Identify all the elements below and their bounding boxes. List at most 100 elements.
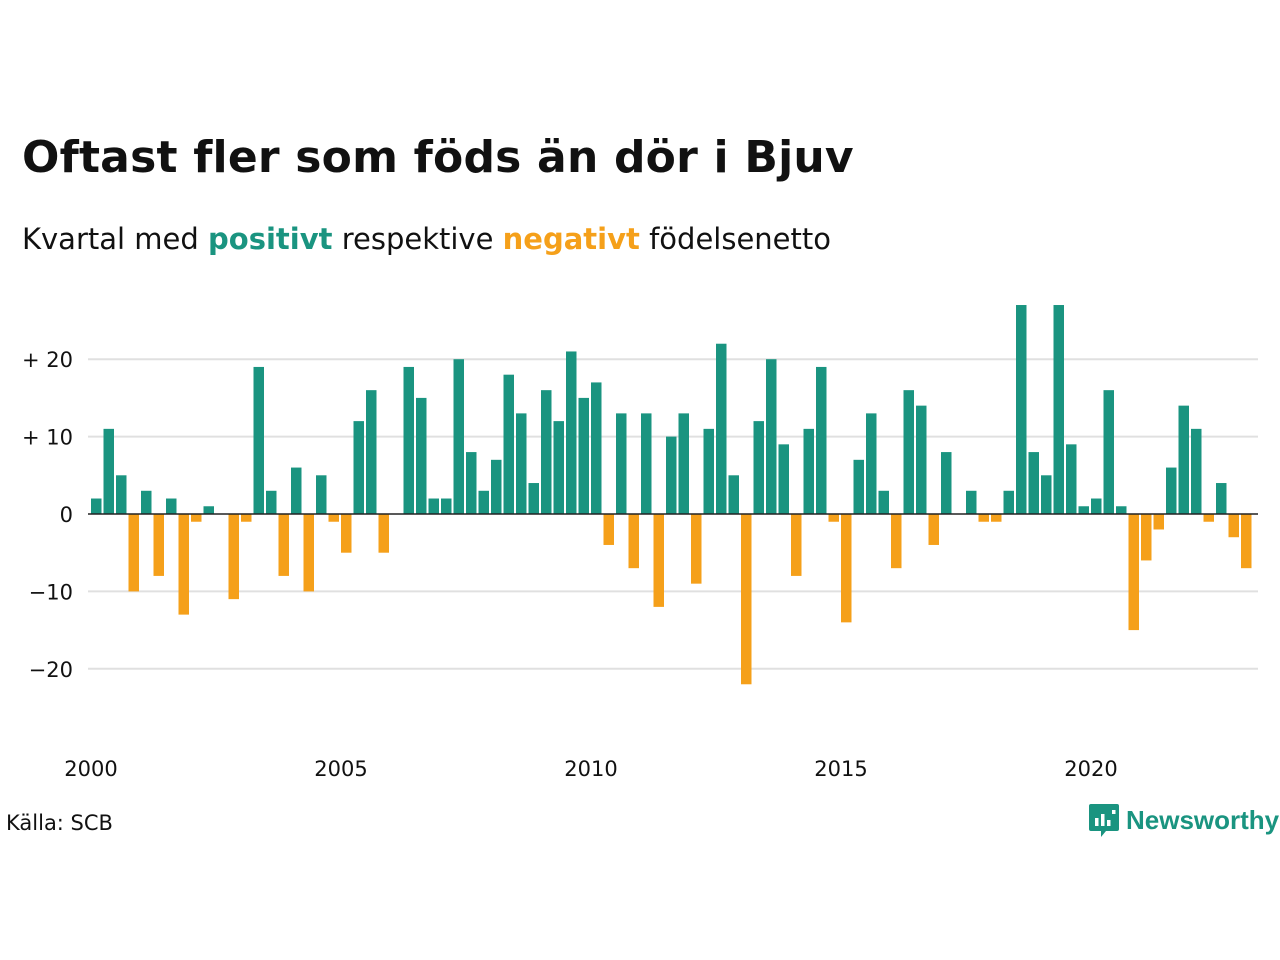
bar-positive [416, 397, 427, 514]
bar-positive [641, 413, 652, 514]
bar-positive [403, 366, 414, 514]
subtitle-middle: respektive [332, 222, 503, 256]
bar-positive [453, 359, 464, 514]
bar-positive [816, 366, 827, 514]
x-tick-label: 2010 [564, 757, 617, 781]
y-tick-label: −10 [29, 580, 73, 604]
bar-positive [1028, 452, 1039, 514]
x-tick-label: 2020 [1064, 757, 1117, 781]
subtitle-prefix: Kvartal med [22, 222, 209, 256]
bar-positive [166, 498, 177, 514]
source-note: Källa: SCB [6, 811, 113, 835]
y-tick-label: + 20 [22, 348, 73, 372]
bar-positive [91, 498, 102, 514]
bar-positive [428, 498, 439, 514]
bar-negative [241, 514, 252, 522]
bar-positive [1216, 483, 1227, 514]
bar-positive [553, 421, 564, 514]
bar-positive [666, 436, 677, 514]
bar-positive [1066, 444, 1077, 514]
bar-positive [941, 452, 952, 514]
bar-positive [1103, 390, 1114, 514]
bar-negative [378, 514, 389, 553]
subtitle-positive-keyword: positivt [208, 222, 333, 256]
chart-subtitle: Kvartal med positivt respektive negativt… [22, 222, 831, 256]
bar-positive [566, 351, 577, 514]
bar-negative [978, 514, 989, 522]
bar-negative [603, 514, 614, 545]
bar-negative [341, 514, 352, 553]
bar-positive [528, 483, 539, 514]
subtitle-negative-keyword: negativt [502, 222, 640, 256]
bar-positive [503, 374, 514, 514]
bar-negative [841, 514, 852, 623]
bar-negative [153, 514, 164, 576]
bar-negative [653, 514, 664, 607]
bar-positive [591, 382, 602, 514]
bar-positive [853, 459, 864, 514]
bar-positive [903, 390, 914, 514]
bar-positive [491, 459, 502, 514]
bar-positive [516, 413, 527, 514]
bar-positive [778, 444, 789, 514]
bar-positive [803, 428, 814, 514]
bar-positive [616, 413, 627, 514]
x-tick-label: 2015 [814, 757, 867, 781]
bar-negative [1203, 514, 1214, 522]
bar-positive [878, 490, 889, 514]
bar-positive [1191, 428, 1202, 514]
bar-negative [178, 514, 189, 615]
bar-positive [441, 498, 452, 514]
y-tick-label: 0 [60, 503, 73, 527]
brand-name: Newsworthy [1126, 804, 1280, 835]
bar-chart: + 20 + 10 0 −10 −20 2000 2005 2010 2015 2020 [22, 305, 1258, 781]
bar-positive [716, 343, 727, 514]
bar-positive [253, 366, 264, 514]
bar-positive [1078, 506, 1089, 514]
bar-positive [578, 397, 589, 514]
bar-negative [928, 514, 939, 545]
bar-positive [203, 506, 214, 514]
bar-positive [266, 490, 277, 514]
bar-positive [1016, 305, 1027, 514]
bar-positive [916, 405, 927, 514]
bar-positive [1041, 475, 1052, 514]
bar-negative [191, 514, 202, 522]
x-tick-label: 2005 [314, 757, 367, 781]
bar-positive [466, 452, 477, 514]
bar-positive [116, 475, 127, 514]
bar-positive [678, 413, 689, 514]
bar-negative [891, 514, 902, 569]
bar-positive [353, 421, 364, 514]
bar-negative [228, 514, 239, 600]
bar-positive [1091, 498, 1102, 514]
bar-positive [1116, 506, 1127, 514]
bar-positive [1003, 490, 1014, 514]
bar-negative [303, 514, 314, 592]
bar-positive [966, 490, 977, 514]
x-axis-ticks: 2000 2005 2010 2015 2020 [64, 757, 1117, 781]
bar-negative [278, 514, 289, 576]
chart-title: Oftast fler som föds än dör i Bjuv [22, 132, 854, 183]
bar-positive [366, 390, 377, 514]
bars [91, 305, 1252, 685]
newsworthy-logo-icon [1089, 804, 1119, 837]
bar-positive [291, 467, 302, 514]
x-tick-label: 2000 [64, 757, 117, 781]
bar-negative [828, 514, 839, 522]
bar-negative [691, 514, 702, 584]
bar-positive [1166, 467, 1177, 514]
bar-positive [541, 390, 552, 514]
y-tick-label: + 10 [22, 426, 73, 450]
y-tick-label: −20 [29, 658, 73, 682]
bar-negative [741, 514, 752, 685]
bar-positive [703, 428, 714, 514]
bar-positive [316, 475, 327, 514]
brand-logo: Newsworthy [1088, 802, 1279, 838]
bar-positive [1053, 305, 1064, 514]
y-axis-ticks: + 20 + 10 0 −10 −20 [22, 348, 73, 682]
bar-positive [1178, 405, 1189, 514]
bar-negative [128, 514, 139, 592]
bar-positive [866, 413, 877, 514]
bar-positive [766, 359, 777, 514]
